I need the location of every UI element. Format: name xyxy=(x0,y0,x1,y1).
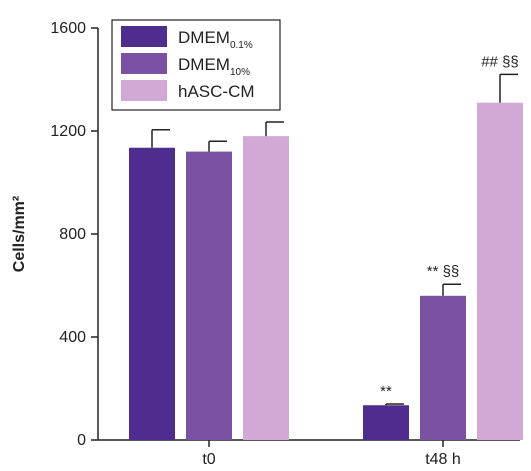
y-tick-label: 1200 xyxy=(50,123,86,140)
significance-annotation: ** §§ xyxy=(427,263,460,280)
y-tick-label: 800 xyxy=(59,226,86,243)
legend-label: DMEM10% xyxy=(178,55,250,78)
legend-label-text: DMEM xyxy=(178,28,230,47)
bar xyxy=(186,151,232,440)
significance-annotation: ## §§ xyxy=(481,53,519,70)
significance-annotation: ** xyxy=(380,383,392,400)
bar xyxy=(363,405,409,440)
legend: DMEM0.1%DMEM10%hASC-CM xyxy=(111,19,281,111)
y-ticks: 0 400 800 1200 1600 xyxy=(50,20,98,449)
category-label: t0 xyxy=(202,451,215,468)
legend-label-text: hASC-CM xyxy=(178,82,255,101)
bars: ** ** §§ ## §§ xyxy=(129,53,523,441)
bar xyxy=(243,136,289,440)
legend-swatch xyxy=(121,53,167,74)
legend-label-subscript: 10% xyxy=(230,67,250,78)
legend-label-subscript: 0.1% xyxy=(230,40,253,51)
bar xyxy=(477,102,523,441)
category-labels: t0 t48 h xyxy=(202,440,461,468)
bar xyxy=(129,147,175,441)
y-tick-label: 1600 xyxy=(50,20,86,37)
legend-label: DMEM0.1% xyxy=(178,28,253,51)
bar xyxy=(420,295,466,440)
y-tick-label: 0 xyxy=(77,432,86,449)
legend-swatch xyxy=(121,80,167,101)
category-label: t48 h xyxy=(425,451,461,468)
y-tick-label: 400 xyxy=(59,329,86,346)
legend-swatch xyxy=(121,26,167,47)
y-axis-label: Cells/mm² xyxy=(11,196,28,272)
legend-label: hASC-CM xyxy=(178,82,255,101)
legend-label-text: DMEM xyxy=(178,55,230,74)
